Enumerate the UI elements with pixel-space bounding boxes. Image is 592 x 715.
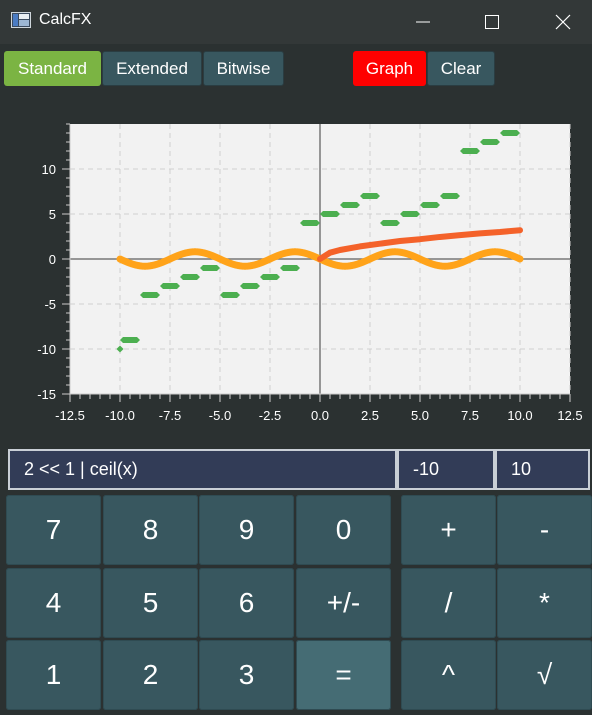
step-segment (340, 202, 360, 208)
maximize-button[interactable] (469, 0, 515, 44)
step-segment (440, 193, 460, 199)
minimize-button[interactable] (400, 0, 446, 44)
y-tick-label: 5 (49, 207, 56, 222)
step-segment (140, 292, 160, 298)
x-tick-label: -5.0 (209, 408, 231, 423)
function-graph: -12.5 -10.0 -7.5 -5.0 -2.5 0.0 2.5 5.0 7.5 10.0 12… (37, 123, 583, 423)
sqrt-button[interactable]: √ (497, 640, 592, 710)
y-tick-label: -15 (37, 387, 56, 402)
x-tick-label: 2.5 (361, 408, 379, 423)
key-9[interactable]: 9 (199, 495, 294, 565)
x-tick-label: 0.0 (311, 408, 329, 423)
step-segment (300, 220, 320, 226)
window-title: CalcFX (39, 11, 92, 28)
equals-button[interactable]: = (296, 640, 391, 710)
step-segment (240, 283, 260, 289)
multiply-button[interactable]: * (497, 568, 592, 638)
tick-marks (62, 123, 571, 402)
key-3[interactable]: 3 (199, 640, 294, 710)
x-tick-label: 5.0 (411, 408, 429, 423)
y-tick-label: -5 (44, 297, 56, 312)
y-tick-label: 10 (42, 162, 56, 177)
step-segment (160, 283, 180, 289)
x-max-input[interactable]: 10 (495, 449, 590, 490)
key-5[interactable]: 5 (103, 568, 198, 638)
maximize-icon (485, 15, 499, 29)
key-6[interactable]: 6 (199, 568, 294, 638)
key-8[interactable]: 8 (103, 495, 198, 565)
x-tick-label: 7.5 (461, 408, 479, 423)
step-segment (120, 337, 140, 343)
x-tick-label: -12.5 (55, 408, 85, 423)
minus-button[interactable]: - (497, 495, 592, 565)
tick-labels: -12.5 -10.0 -7.5 -5.0 -2.5 0.0 2.5 5.0 7.5 10.0 12… (37, 162, 582, 423)
series-layer (116, 130, 524, 353)
power-button[interactable]: ^ (401, 640, 496, 710)
step-segment (320, 211, 340, 217)
step-segment (420, 202, 440, 208)
app-icon (11, 12, 31, 28)
y-tick-label: -10 (37, 342, 56, 357)
standard-mode-button[interactable]: Standard (4, 51, 101, 86)
step-segment (200, 265, 220, 271)
step-segment (380, 220, 400, 226)
title-bar: CalcFX (0, 0, 592, 44)
step-segment (360, 193, 380, 199)
step-point (116, 345, 124, 353)
key-7[interactable]: 7 (6, 495, 101, 565)
divide-button[interactable]: / (401, 568, 496, 638)
x-tick-label: -10.0 (105, 408, 135, 423)
close-icon (555, 14, 571, 30)
key-1[interactable]: 1 (6, 640, 101, 710)
y-tick-label: 0 (49, 252, 56, 267)
step-segment (220, 292, 240, 298)
step-segment (480, 139, 500, 145)
negate-button[interactable]: +/- (296, 568, 391, 638)
close-button[interactable] (540, 0, 586, 44)
key-4[interactable]: 4 (6, 568, 101, 638)
step-segment (260, 274, 280, 280)
x-tick-label: 12.5 (557, 408, 582, 423)
step-segment (460, 148, 480, 154)
step-segment (180, 274, 200, 280)
x-tick-label: -7.5 (159, 408, 181, 423)
step-segment (500, 130, 520, 136)
extended-mode-button[interactable]: Extended (102, 51, 202, 86)
x-tick-label: 10.0 (507, 408, 532, 423)
key-2[interactable]: 2 (103, 640, 198, 710)
step-segment (280, 265, 300, 271)
curve-series-line (317, 227, 523, 262)
bitwise-mode-button[interactable]: Bitwise (203, 51, 284, 86)
plus-button[interactable]: + (401, 495, 496, 565)
expression-input[interactable]: 2 << 1 | ceil(x) (8, 449, 397, 490)
minimize-icon (416, 21, 430, 23)
x-min-input[interactable]: -10 (397, 449, 495, 490)
step-segment (400, 211, 420, 217)
x-tick-label: -2.5 (259, 408, 281, 423)
clear-button[interactable]: Clear (427, 51, 495, 86)
graph-button[interactable]: Graph (353, 51, 426, 86)
key-0[interactable]: 0 (296, 495, 391, 565)
